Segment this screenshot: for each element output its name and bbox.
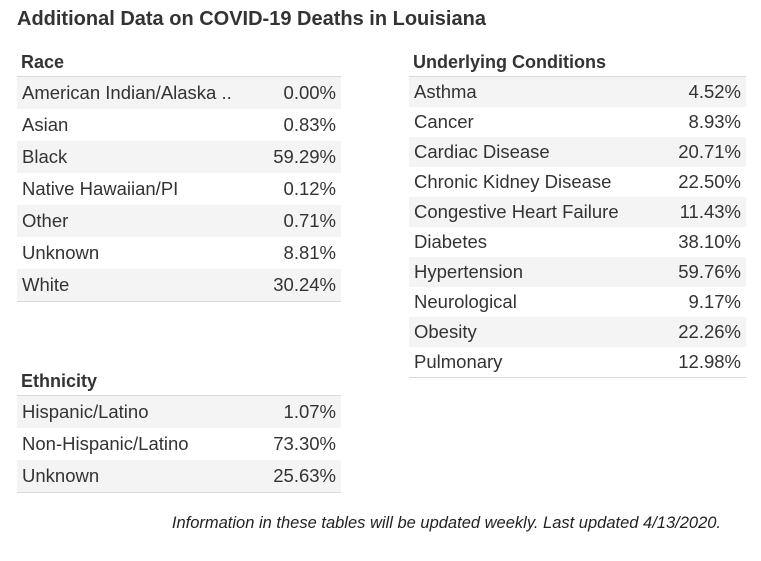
- row-label: Cancer: [414, 111, 474, 132]
- table-row: Black 59.29%: [17, 141, 341, 173]
- row-value: 1.07%: [249, 396, 341, 428]
- row-value: 8.81%: [283, 242, 336, 263]
- table-row: Non-Hispanic/Latino 73.30%: [17, 428, 341, 460]
- row-value: 0.83%: [283, 114, 336, 135]
- row-value: 0.12%: [283, 178, 336, 199]
- row-value: 59.29%: [263, 141, 341, 173]
- row-value: 11.43%: [663, 197, 746, 227]
- row-value: 9.17%: [688, 291, 741, 312]
- table-row: Pulmonary 12.98%: [409, 347, 746, 378]
- table-row: Unknown 25.63%: [17, 460, 341, 493]
- conditions-table: Asthma 4.52% Cancer 8.93% Cardiac Diseas…: [409, 77, 746, 378]
- table-row: Hispanic/Latino 1.07%: [17, 396, 341, 428]
- table-row: Neurological 9.17%: [409, 287, 746, 317]
- conditions-table-heading: Underlying Conditions: [409, 47, 746, 77]
- row-value: 38.10%: [678, 231, 741, 252]
- table-row: Chronic Kidney Disease 22.50%: [409, 167, 746, 197]
- row-value: 4.52%: [663, 77, 746, 107]
- table-row: Cancer 8.93%: [409, 107, 746, 137]
- row-label: Pulmonary: [414, 351, 503, 372]
- page-title: Additional Data on COVID-19 Deaths in Lo…: [17, 8, 486, 30]
- row-label: Other: [17, 205, 264, 237]
- row-value: 59.76%: [663, 257, 746, 287]
- row-label: Unknown: [17, 460, 250, 493]
- row-value: 30.24%: [263, 269, 341, 302]
- ethnicity-table-block: Ethnicity Hispanic/Latino 1.07% Non-Hisp…: [17, 366, 341, 493]
- row-value: 25.63%: [249, 460, 341, 493]
- row-label: Chronic Kidney Disease: [414, 171, 612, 192]
- row-label: Black: [17, 141, 264, 173]
- row-value: 20.71%: [663, 137, 746, 167]
- ethnicity-table: Hispanic/Latino 1.07% Non-Hispanic/Latin…: [17, 396, 341, 493]
- row-label: American Indian/Alaska ..: [17, 77, 264, 109]
- race-table-heading: Race: [17, 47, 341, 77]
- row-label: Unknown: [22, 242, 100, 263]
- table-row: Diabetes 38.10%: [409, 227, 746, 257]
- row-label: Congestive Heart Failure: [409, 197, 664, 227]
- ethnicity-table-heading: Ethnicity: [17, 366, 341, 396]
- race-table: American Indian/Alaska .. 0.00% Asian 0.…: [17, 77, 341, 302]
- row-label: Native Hawaiian/PI: [22, 178, 179, 199]
- row-label: Non-Hispanic/Latino: [22, 433, 189, 454]
- row-value: 73.30%: [273, 433, 336, 454]
- table-row: Unknown 8.81%: [17, 237, 341, 269]
- table-row: Other 0.71%: [17, 205, 341, 237]
- table-row: Hypertension 59.76%: [409, 257, 746, 287]
- table-row: Obesity 22.26%: [409, 317, 746, 347]
- row-value: 12.98%: [678, 351, 741, 372]
- row-label: Asthma: [409, 77, 664, 107]
- row-value: 0.71%: [263, 205, 341, 237]
- footer-note: Information in these tables will be upda…: [171, 514, 721, 532]
- row-label: Hypertension: [409, 257, 664, 287]
- row-value: 22.50%: [678, 171, 741, 192]
- row-label: Obesity: [409, 317, 664, 347]
- table-row: Asthma 4.52%: [409, 77, 746, 107]
- row-label: Neurological: [414, 291, 517, 312]
- table-row: White 30.24%: [17, 269, 341, 302]
- table-row: Asian 0.83%: [17, 109, 341, 141]
- row-label: Diabetes: [414, 231, 488, 252]
- table-row: Congestive Heart Failure 11.43%: [409, 197, 746, 227]
- table-row: Cardiac Disease 20.71%: [409, 137, 746, 167]
- row-label: Asian: [22, 114, 69, 135]
- race-table-block: Race American Indian/Alaska .. 0.00% Asi…: [17, 47, 341, 302]
- table-row: Native Hawaiian/PI 0.12%: [17, 173, 341, 205]
- row-value: 22.26%: [663, 317, 746, 347]
- conditions-table-block: Underlying Conditions Asthma 4.52% Cance…: [409, 47, 746, 378]
- row-value: 0.00%: [263, 77, 341, 109]
- row-label: Hispanic/Latino: [17, 396, 250, 428]
- table-row: American Indian/Alaska .. 0.00%: [17, 77, 341, 109]
- row-label: White: [17, 269, 264, 302]
- row-value: 8.93%: [688, 111, 741, 132]
- row-label: Cardiac Disease: [409, 137, 664, 167]
